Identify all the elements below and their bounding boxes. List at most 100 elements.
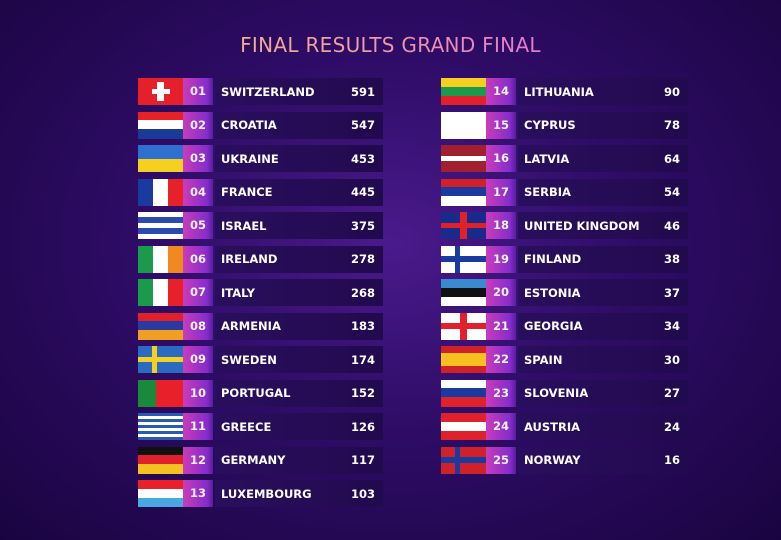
- flag-cross: [157, 82, 164, 101]
- flag-norway: [441, 446, 486, 474]
- result-row: 07 ITALY 268: [138, 279, 383, 306]
- result-box: UKRAINE 453: [215, 145, 383, 172]
- flag-cross: [138, 356, 183, 363]
- rank-number: 14: [486, 78, 516, 105]
- country-name: ESTONIA: [524, 285, 581, 300]
- flag-stripe: [138, 480, 183, 490]
- flag-cyprus: [441, 111, 486, 139]
- result-box: UNITED KINGDOM 46: [518, 212, 688, 239]
- flag-stripe: [441, 366, 486, 373]
- rank-number: 17: [486, 178, 516, 206]
- rank-number: 18: [486, 212, 516, 239]
- flag-stripe: [138, 222, 183, 229]
- result-row: 14 LITHUANIA 90: [441, 78, 688, 105]
- result-box: SWITZERLAND 591: [215, 78, 383, 105]
- rank-number: 23: [486, 379, 516, 407]
- country-name: FINLAND: [524, 252, 582, 266]
- result-box: SERBIA 54: [518, 178, 688, 206]
- result-row: 21 GEORGIA 34: [441, 312, 688, 340]
- flag-cross: [460, 312, 467, 340]
- flag-switzerland: [138, 78, 183, 105]
- flag-stripe: [138, 178, 154, 206]
- rank-number: 19: [486, 245, 516, 273]
- flag-finland: [441, 245, 486, 273]
- result-row: 13 LUXEMBOURG 103: [138, 480, 383, 507]
- country-name: SERBIA: [524, 185, 571, 199]
- result-box: GEORGIA 34: [518, 312, 688, 340]
- flag-germany: [138, 446, 183, 474]
- flag-stripe: [138, 419, 183, 423]
- flag-stripe: [138, 413, 183, 417]
- flag-stripe: [138, 312, 183, 322]
- results-column-right: 14 LITHUANIA 90 15 CYPRUS 78 16 LATVIA 64 17 SERBI…: [441, 78, 688, 480]
- country-name: CROATIA: [221, 118, 277, 132]
- rank-number: 21: [486, 312, 516, 340]
- result-box: NORWAY 16: [518, 446, 688, 474]
- flag-stripe: [441, 145, 486, 151]
- country-name: SWITZERLAND: [221, 84, 315, 99]
- result-row: 25 NORWAY 16: [441, 446, 688, 474]
- flag-stripe: [138, 129, 183, 139]
- rank-number: 08: [183, 312, 213, 340]
- flag-stripe: [441, 187, 486, 197]
- flag-latvia: [441, 145, 486, 172]
- flag-croatia: [138, 111, 183, 139]
- result-box: ESTONIA 37: [518, 279, 688, 306]
- result-box: SPAIN 30: [518, 346, 688, 373]
- flag-ireland: [138, 245, 183, 273]
- flag-georgia: [441, 312, 486, 340]
- points: 38: [663, 252, 680, 266]
- country-name: SWEDEN: [221, 352, 277, 367]
- flag-united-kingdom: [441, 212, 486, 239]
- country-name: SLOVENIA: [524, 386, 589, 400]
- flag-stripe: [138, 279, 154, 306]
- result-box: SWEDEN 174: [215, 346, 383, 373]
- points: 375: [350, 218, 375, 233]
- country-name: LATVIA: [524, 151, 570, 166]
- result-row: 20 ESTONIA 37: [441, 279, 688, 306]
- country-name: LUXEMBOURG: [221, 486, 312, 501]
- flag-stripe: [138, 158, 183, 172]
- points: 445: [350, 185, 375, 199]
- country-name: PORTUGAL: [221, 386, 291, 400]
- country-name: ARMENIA: [221, 319, 281, 333]
- result-box: LITHUANIA 90: [518, 78, 688, 105]
- country-name: UNITED KINGDOM: [524, 218, 640, 233]
- flag-cross: [441, 457, 486, 463]
- flag-stripe: [441, 287, 486, 298]
- points: 152: [350, 386, 375, 400]
- result-row: 08 ARMENIA 183: [138, 312, 383, 340]
- rank-number: 03: [183, 145, 213, 172]
- flag-stripe: [138, 455, 183, 465]
- flag-stripe: [168, 279, 183, 306]
- result-row: 16 LATVIA 64: [441, 145, 688, 172]
- flag-israel: [138, 212, 183, 239]
- rank-number: 06: [183, 245, 213, 273]
- rank-number: 10: [183, 379, 213, 407]
- country-name: GREECE: [221, 419, 272, 434]
- flag-stripe: [441, 155, 486, 162]
- flag-stripe: [441, 166, 486, 172]
- points: 78: [663, 118, 680, 132]
- result-row: 18 UNITED KINGDOM 46: [441, 212, 688, 239]
- flag-stripe: [138, 437, 183, 440]
- flag-greece: [138, 413, 183, 440]
- flag-cross: [454, 245, 461, 273]
- flag-stripe: [138, 425, 183, 429]
- points: 103: [350, 486, 375, 501]
- flag-slovenia: [441, 379, 486, 407]
- result-row: 23 SLOVENIA 27: [441, 379, 688, 407]
- rank-number: 13: [183, 480, 213, 507]
- flag-sweden: [138, 346, 183, 373]
- flag-spain: [441, 346, 486, 373]
- points: 37: [663, 285, 680, 300]
- country-name: GERMANY: [221, 453, 286, 467]
- result-row: 24 AUSTRIA 24: [441, 413, 688, 440]
- flag-stripe: [138, 233, 183, 239]
- points: 64: [663, 151, 680, 166]
- points: 24: [663, 419, 680, 434]
- result-row: 17 SERBIA 54: [441, 178, 688, 206]
- flag-stripe: [138, 434, 183, 438]
- points: 174: [350, 352, 375, 367]
- flag-stripe: [441, 352, 486, 360]
